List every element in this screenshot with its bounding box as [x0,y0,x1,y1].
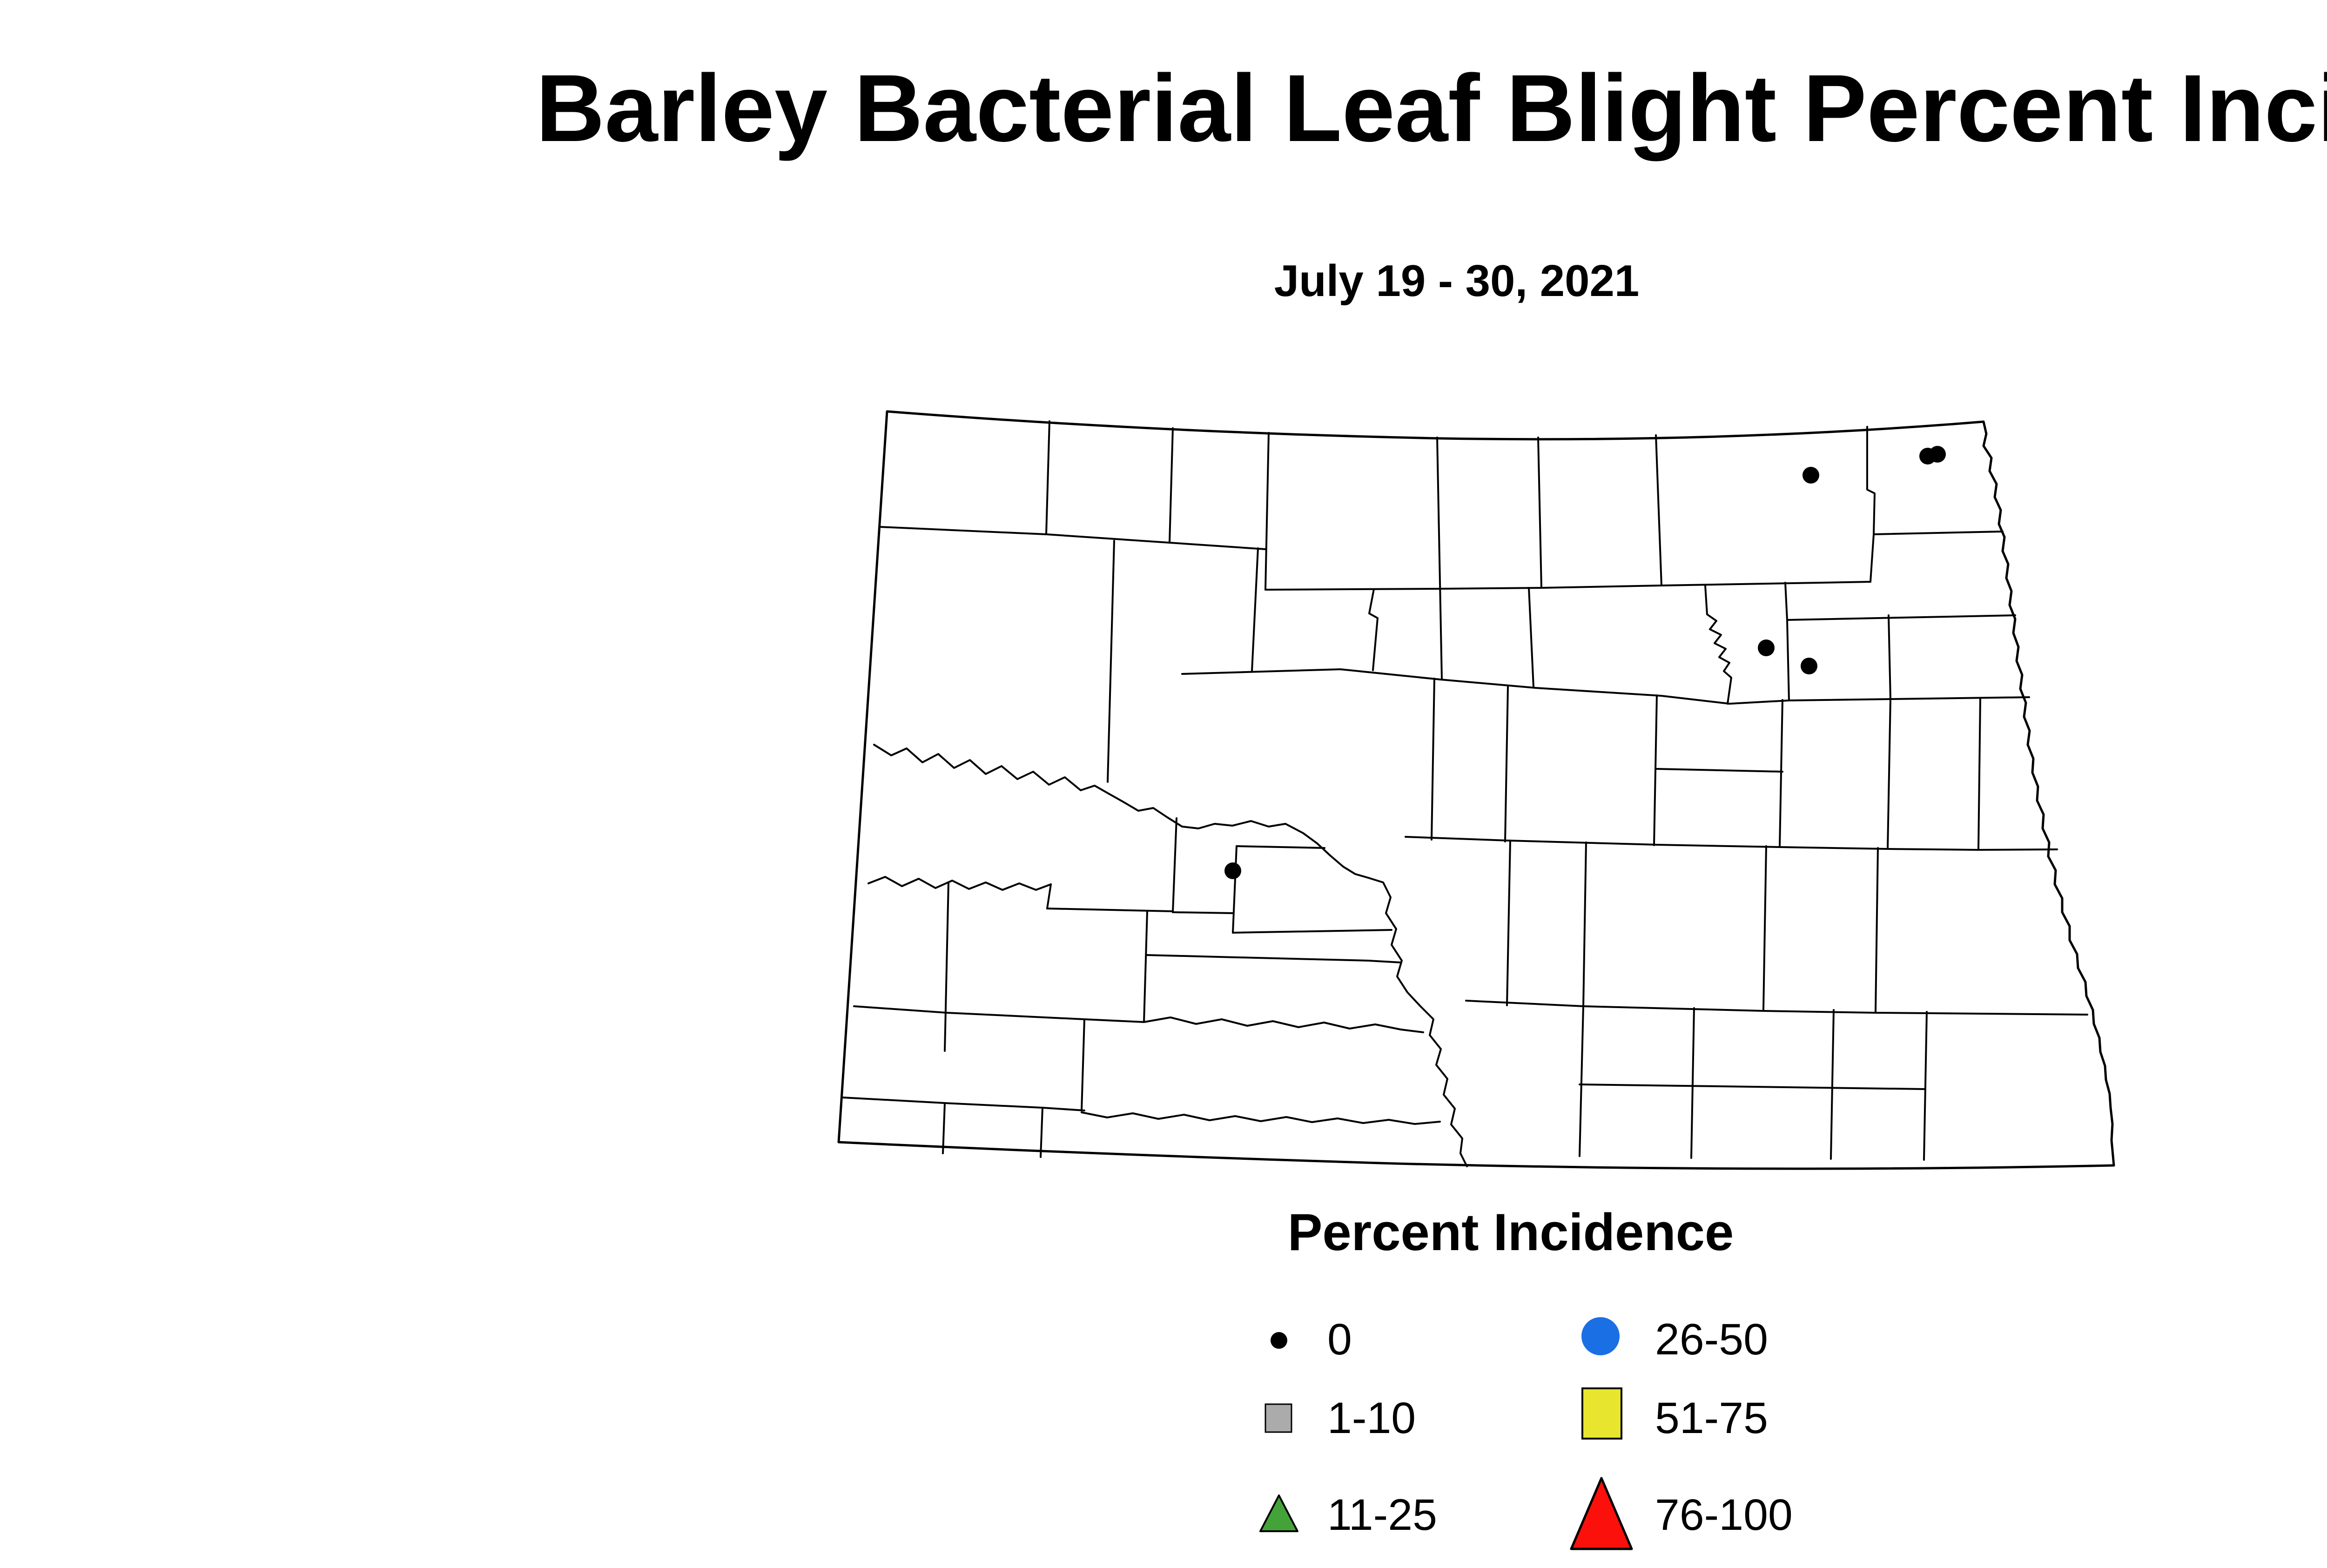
incidence-point [1802,467,1819,484]
triangle-icon [1570,1477,1633,1550]
legend-label-0: 0 [1327,1315,1352,1364]
survey-points [1224,446,1946,879]
nd-county-map [837,410,2115,1170]
state-outline [837,410,2115,1170]
page-title: Barley Bacterial Leaf Blight Percent Inc… [536,55,2327,162]
dot-icon [1271,1332,1287,1349]
legend-title: Percent Incidence [1287,1203,1734,1261]
legend-label-1-10: 1-10 [1327,1393,1416,1443]
legend-label-11-25: 11-25 [1327,1490,1437,1540]
circle-icon [1581,1317,1620,1355]
date-subtitle: July 19 - 30, 2021 [1274,256,1640,306]
legend-label-26-50: 26-50 [1655,1315,1768,1364]
square-icon [1264,1403,1292,1433]
incidence-point [1224,862,1241,879]
incidence-point [1801,658,1817,674]
incidence-point [1758,639,1775,656]
legend-label-76-100: 76-100 [1655,1490,1793,1540]
legend-markers [1259,1317,1633,1550]
legend-label-51-75: 51-75 [1655,1393,1768,1443]
county-boundaries [841,420,2088,1167]
incidence-point [1929,446,1946,463]
triangle-icon [1259,1494,1298,1532]
square-icon [1581,1387,1622,1440]
